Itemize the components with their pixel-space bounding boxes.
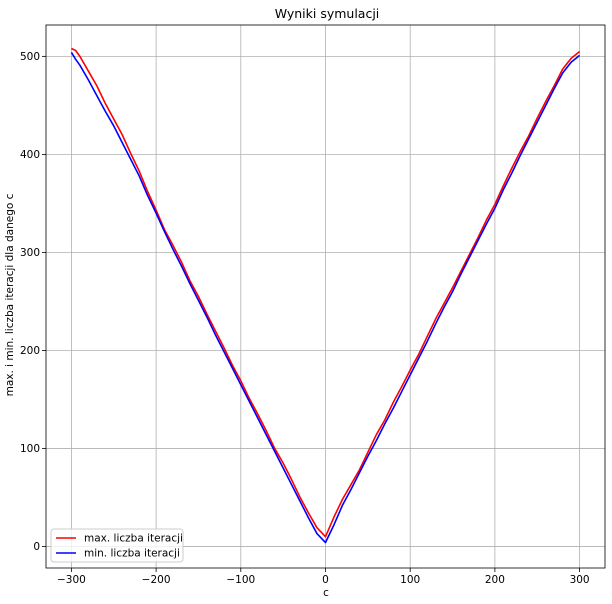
x-tick-label: 200 — [485, 574, 505, 586]
legend: max. liczba iteracji min. liczba iteracj… — [50, 528, 184, 563]
x-tick-label: −100 — [226, 574, 255, 586]
grid — [46, 25, 605, 568]
series-layer — [70, 47, 581, 544]
chart-title: Wyniki symulacji — [275, 6, 380, 21]
y-axis-label: max. i min. liczba iteracji dla danego c — [4, 193, 16, 396]
y-tick-label: 400 — [20, 149, 40, 161]
x-tick-label: 100 — [400, 574, 420, 586]
x-tick-label: −300 — [57, 574, 86, 586]
x-tick-label: 300 — [570, 574, 590, 586]
legend-box — [50, 528, 184, 563]
y-tick-label: 300 — [20, 247, 40, 259]
x-tick-label: 0 — [322, 574, 329, 586]
y-tick-label: 500 — [20, 51, 40, 63]
x-tick-label: −200 — [142, 574, 171, 586]
ticks: −300 −200 −100 0 100 200 300 0 100 200 300 400 500 — [20, 51, 590, 586]
series-line-min — [70, 52, 581, 544]
y-tick-label: 100 — [20, 443, 40, 455]
y-tick-label: 200 — [20, 345, 40, 357]
legend-label-min: min. liczba iteracji — [84, 548, 180, 560]
legend-label-max: max. liczba iteracji — [84, 533, 183, 545]
y-tick-label: 0 — [33, 541, 40, 553]
x-axis-label: c — [323, 587, 329, 599]
series-line-max — [71, 47, 581, 538]
